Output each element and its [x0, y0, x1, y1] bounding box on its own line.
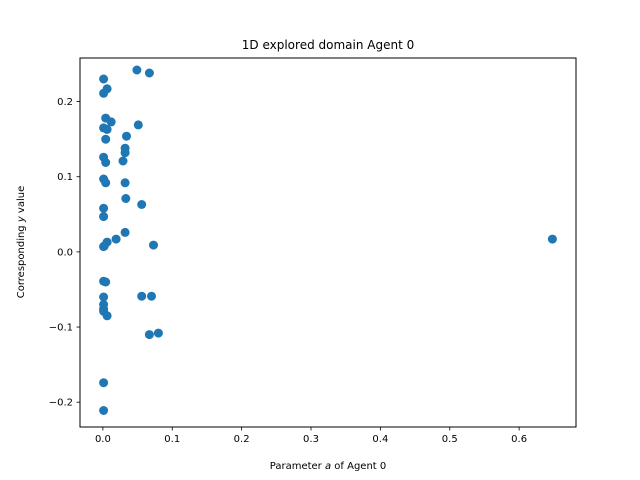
data-point [101, 134, 111, 144]
data-point [101, 277, 111, 287]
x-axis-label: Parameter a of Agent 0 [270, 461, 387, 472]
data-point [102, 124, 112, 134]
y-tick-label: −0.2 [49, 398, 73, 409]
x-tick-label: 0.4 [372, 434, 388, 445]
x-tick-label: 0.6 [511, 434, 527, 445]
data-point [137, 200, 147, 209]
data-point [133, 120, 143, 130]
x-tick-label: 0.3 [303, 434, 319, 445]
y-axis-label: Corresponding y value [16, 186, 27, 299]
y-axis: −0.2 −0.1 0.0 0.1 0.2 [49, 97, 80, 409]
plot-frame [79, 57, 577, 428]
data-point [153, 328, 163, 338]
data-point [118, 156, 128, 166]
data-point [99, 212, 109, 222]
data-point [101, 158, 111, 167]
y-axis-label-symbol: y [16, 215, 27, 223]
x-axis-label-suffix: of Agent 0 [331, 461, 386, 472]
y-tick-label: 0.1 [57, 172, 73, 183]
x-tick-label: 0.2 [234, 434, 250, 445]
data-point [99, 378, 109, 388]
data-point [120, 178, 130, 188]
data-point [99, 203, 109, 213]
x-tick-label: 0.5 [442, 434, 458, 445]
y-tick-label: 0.2 [57, 97, 73, 108]
y-tick-label: −0.1 [49, 323, 73, 334]
x-axis: 0.0 0.1 0.2 0.3 0.4 0.5 0.6 [95, 427, 527, 445]
x-axis-label-prefix: Parameter [270, 461, 325, 472]
y-tick-label: 0.0 [57, 247, 73, 258]
data-point [99, 74, 109, 84]
data-point [144, 330, 154, 340]
data-point [122, 131, 131, 141]
data-point [121, 194, 131, 203]
data-point [111, 234, 121, 244]
x-axis-label-symbol: a [325, 461, 331, 472]
x-tick-label: 0.0 [95, 434, 111, 445]
data-point [120, 148, 130, 158]
data-point [106, 117, 116, 127]
data-point [137, 291, 147, 301]
data-point [132, 65, 142, 75]
data-point [102, 311, 112, 321]
data-point [99, 292, 109, 302]
x-tick-label: 0.1 [164, 434, 180, 445]
data-points [99, 65, 557, 415]
data-point [101, 178, 111, 188]
y-axis-label-suffix: value [16, 186, 27, 217]
data-point [149, 240, 158, 250]
data-point [144, 68, 154, 78]
data-point [99, 88, 109, 98]
chart-title: 1D explored domain Agent 0 [242, 38, 414, 52]
data-point [99, 242, 109, 252]
y-axis-label-prefix: Corresponding [16, 222, 27, 298]
data-point [547, 234, 557, 244]
data-point [99, 406, 109, 415]
data-point [120, 227, 130, 237]
data-point [147, 291, 156, 301]
